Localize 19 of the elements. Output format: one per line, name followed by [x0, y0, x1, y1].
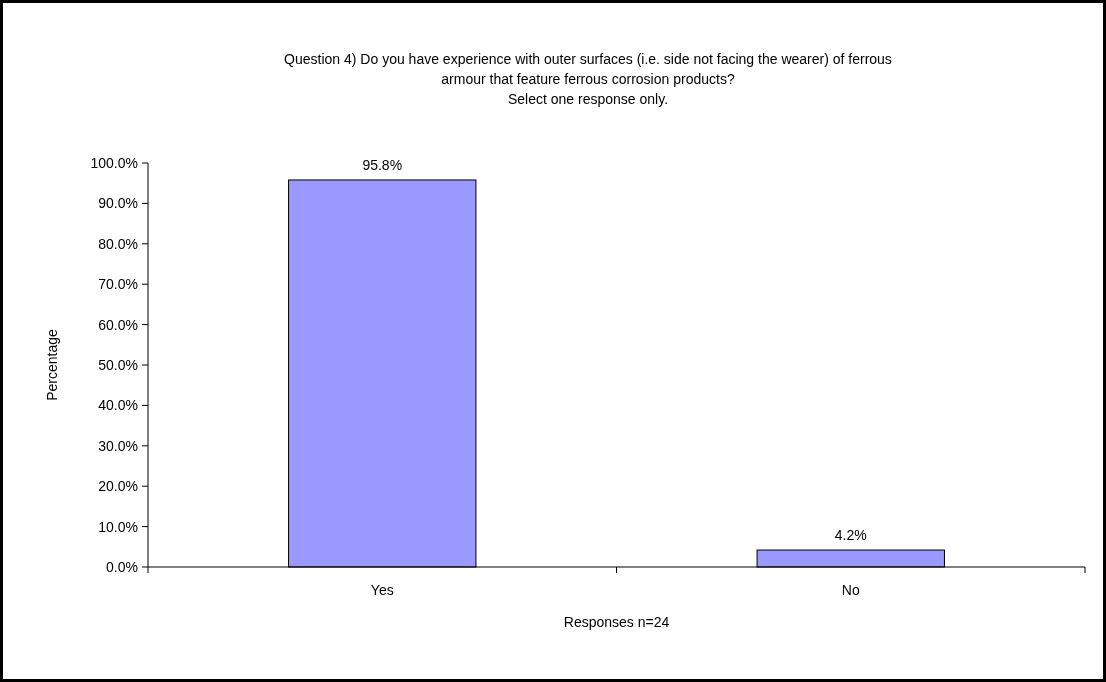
x-tick-label: Yes	[370, 582, 394, 598]
chart-title: Question 4) Do you have experience with outer surfaces (i.e. side not facing the wearer) of ferrous armour that feature ferrous corrosion products?	[284, 51, 892, 87]
y-tick-label: 60.0%	[98, 316, 138, 333]
data-label: 95.8%	[362, 156, 403, 173]
data-label: 4.2%	[834, 527, 867, 544]
y-tick-label: 80.0%	[98, 235, 138, 252]
y-tick-label: 50.0%	[98, 357, 138, 373]
x-tick-label: No	[841, 582, 860, 598]
y-tick-label: 90.0%	[98, 195, 138, 212]
y-tick-label: 40.0%	[98, 397, 138, 414]
y-tick-label: 30.0%	[98, 437, 138, 454]
y-tick-label: 70.0%	[98, 276, 138, 293]
x-axis-title: Responses n=24	[563, 614, 670, 630]
y-tick-label: 10.0%	[98, 518, 138, 535]
y-axis-title: Percentage	[44, 328, 60, 401]
y-tick-label: 20.0%	[98, 478, 138, 495]
chart-subtitle: Select one response only.	[507, 91, 669, 107]
y-tick-label: 100.0%	[90, 155, 138, 171]
y-tick-label: 0.0%	[106, 559, 138, 575]
